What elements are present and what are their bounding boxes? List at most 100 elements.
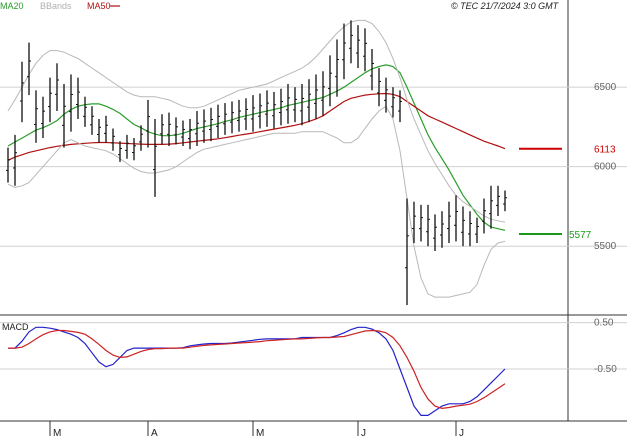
price-y-tick-label: 5500 [594,241,617,252]
price-bar [125,134,129,159]
x-tick-label: M [256,428,264,439]
price-bar [55,63,59,112]
price-bar [258,93,262,129]
macd-y-tick-label: 0.50 [594,318,614,329]
bband-lower-line [7,105,506,298]
x-tick-label: A [151,428,158,439]
price-bar [195,111,199,147]
price-bar [496,185,500,216]
price-bar [27,42,31,96]
price-bar [426,204,430,247]
price-bar [216,104,220,139]
price-bar [34,90,38,143]
copyright-label: © TEC 21/7/2024 3:0 GMT [451,1,560,11]
price-bar [174,117,178,145]
price-bar [251,95,255,132]
price-bar [468,211,472,247]
price-bar [314,74,318,119]
price-bar [62,83,66,148]
bband-upper-line [7,19,506,223]
chart-grid [0,86,627,370]
ma50-line [7,92,506,161]
price-bar [384,77,388,113]
axes: 6500 6000 5500 0.50 -0.50 M A M J J [49,82,617,439]
price-bar [104,115,108,143]
price-bar [349,20,353,64]
price-bar [188,118,192,150]
chart-frame [0,0,627,422]
price-bar [419,204,423,242]
x-tick-label: M [53,428,61,439]
price-bar [97,118,101,143]
price-bar [286,83,290,124]
level-label: 5577 [569,230,592,241]
price-bar [41,96,45,139]
level-label: 6113 [594,145,616,156]
x-tick-label: J [459,428,464,439]
price-bar [293,87,297,123]
legend-ma50: MA50 [87,1,111,11]
price-bar [90,106,94,135]
price-bar [160,114,164,145]
price-bar [48,77,52,123]
price-bar [83,96,87,127]
price-bar [111,128,115,151]
price-bar [244,98,248,131]
price-bar [377,68,381,107]
price-bar [412,201,416,244]
price-bar [223,103,227,135]
ma20-line [7,64,506,231]
price-bar [167,112,171,147]
price-bar [370,48,374,91]
price-bar [391,87,395,118]
price-bar [461,206,465,247]
legend-bbands: BBands [40,1,72,11]
price-bar [335,39,339,97]
macd-panel [8,326,506,416]
price-bar [209,107,213,142]
price-y-tick-label: 6000 [594,162,617,173]
price-bar [139,125,143,151]
price-bar [118,141,122,162]
price-bar [6,147,10,183]
price-bar [69,74,73,132]
price-bar [447,201,451,244]
price-bar [440,211,444,248]
macd-label: MACD [2,322,29,332]
price-bar [398,90,402,123]
price-bar [328,55,332,107]
price-bar [272,91,276,129]
macd-line [8,326,506,416]
price-y-tick-label: 6500 [594,82,617,93]
price-bar [356,25,360,69]
price-bar [342,23,346,80]
signal-line [8,329,506,410]
legend-ma20: MA20 [0,1,24,11]
price-bar [363,28,367,72]
price-bar [146,99,150,148]
price-bar [475,217,479,244]
price-bar [76,77,80,119]
price-bar [433,214,437,251]
price-bar [454,195,458,242]
price-bar [132,138,136,161]
price-bar [279,88,283,126]
price-bar [300,83,304,126]
legend: MA20 BBands MA50 [0,1,120,11]
price-bar [265,90,269,127]
price-bar [230,101,234,134]
price-bar [489,185,493,229]
price-bar [181,120,185,147]
price-bar [503,190,507,212]
price-bar [20,61,24,123]
price-bar [237,99,241,132]
price-bar [153,118,157,197]
price-bar [482,198,486,234]
x-tick-label: J [361,428,366,439]
price-bar [202,109,206,143]
price-bar [307,79,311,123]
price-panel: 6113 5577 [6,19,616,306]
price-bar [321,71,325,116]
price-bar [405,198,409,306]
